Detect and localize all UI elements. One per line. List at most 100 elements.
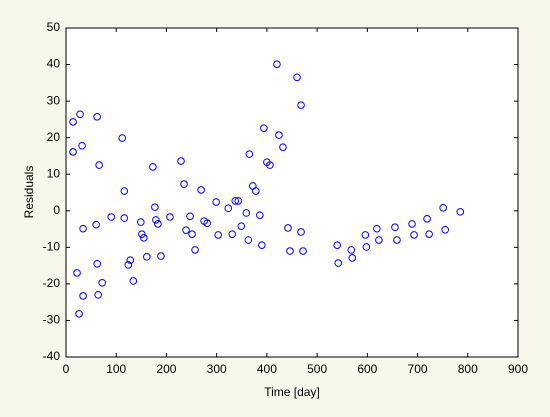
- point: [93, 259, 101, 268]
- point: [79, 224, 87, 233]
- point: [182, 226, 190, 234]
- point: [375, 236, 383, 244]
- point: [140, 234, 148, 242]
- point: [186, 212, 194, 221]
- point: [166, 213, 174, 221]
- point: [439, 204, 447, 212]
- point: [273, 60, 281, 68]
- point: [126, 256, 135, 264]
- point: [234, 197, 243, 205]
- point: [188, 230, 196, 238]
- point: [410, 231, 418, 239]
- point: [78, 141, 86, 150]
- point: [154, 220, 162, 228]
- point: [157, 252, 165, 260]
- point: [391, 223, 399, 232]
- point: [245, 150, 254, 158]
- point: [120, 187, 129, 195]
- point: [362, 243, 371, 251]
- x-tick-label: 200: [156, 362, 176, 376]
- point: [286, 247, 294, 255]
- point: [76, 110, 84, 119]
- x-tick-label: 600: [357, 362, 377, 376]
- point: [177, 157, 185, 165]
- y-tick-label: 10: [47, 166, 61, 180]
- point: [279, 143, 287, 151]
- y-axis-label: Residuals: [22, 166, 36, 219]
- point: [118, 134, 127, 142]
- point: [347, 246, 356, 254]
- point: [69, 118, 77, 126]
- x-tick-label: 900: [508, 362, 528, 376]
- point: [256, 211, 264, 219]
- point: [334, 259, 343, 267]
- point: [284, 224, 292, 232]
- point: [456, 208, 465, 216]
- y-tick-label: 40: [47, 57, 61, 71]
- point: [228, 230, 237, 238]
- point: [98, 278, 106, 287]
- x-tick-label: 400: [257, 362, 277, 376]
- point: [124, 261, 133, 269]
- x-tick-label: 0: [63, 362, 70, 376]
- point: [197, 186, 205, 194]
- point: [79, 292, 87, 300]
- point: [297, 101, 305, 109]
- x-tick-label: 500: [307, 362, 327, 376]
- y-tick-label: 50: [47, 20, 61, 34]
- x-tick-label: 700: [408, 362, 428, 376]
- x-tick-label: 100: [106, 362, 126, 376]
- point: [293, 73, 301, 82]
- point: [244, 236, 253, 244]
- point: [297, 228, 305, 236]
- point: [348, 254, 357, 262]
- y-tick-label: 20: [47, 130, 61, 144]
- point: [242, 209, 251, 217]
- point: [212, 198, 220, 206]
- point: [75, 310, 83, 318]
- point: [73, 269, 81, 277]
- point: [266, 161, 274, 169]
- point: [373, 224, 381, 233]
- point: [138, 230, 146, 238]
- point: [252, 187, 260, 195]
- point: [93, 113, 101, 121]
- point: [237, 222, 246, 230]
- point: [275, 131, 283, 139]
- point: [129, 277, 138, 285]
- point: [214, 231, 222, 239]
- x-tick-label: 800: [458, 362, 478, 376]
- point: [120, 214, 129, 222]
- point: [423, 215, 431, 223]
- point: [107, 213, 115, 221]
- y-tick-label: -20: [43, 276, 61, 290]
- point: [260, 124, 268, 132]
- point: [299, 247, 307, 255]
- point: [151, 203, 159, 211]
- point: [137, 218, 145, 226]
- point: [92, 220, 100, 229]
- y-tick-label: -40: [43, 349, 61, 363]
- point: [191, 246, 199, 254]
- point: [425, 230, 433, 238]
- point: [333, 241, 342, 249]
- x-axis-label: Time [day]: [264, 385, 320, 399]
- point: [69, 148, 77, 156]
- point: [152, 216, 160, 224]
- point: [408, 220, 416, 228]
- y-tick-label: 30: [47, 93, 61, 107]
- point: [224, 204, 233, 213]
- plot-area: [65, 27, 519, 358]
- y-tick-label: 0: [53, 203, 60, 217]
- y-tick-label: -10: [43, 240, 61, 254]
- point: [149, 163, 157, 171]
- point: [94, 291, 102, 299]
- point: [180, 180, 188, 188]
- y-tick-label: -30: [43, 313, 61, 327]
- point: [361, 231, 370, 239]
- point: [393, 236, 401, 244]
- point: [231, 197, 240, 205]
- point: [143, 253, 151, 261]
